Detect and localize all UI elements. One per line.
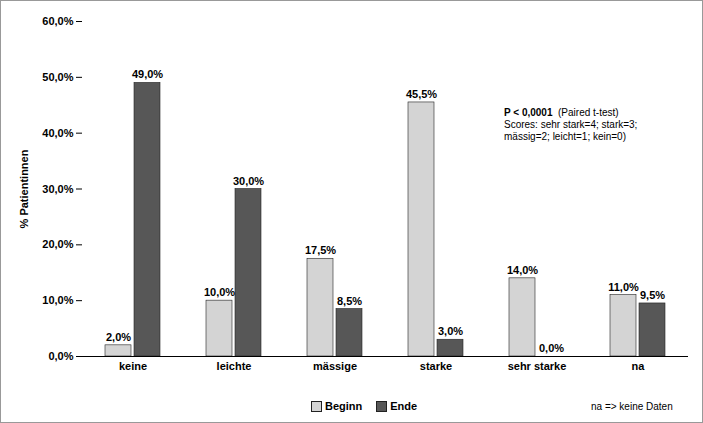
svg-text:mässige: mässige: [313, 360, 357, 372]
svg-text:3,0%: 3,0%: [438, 325, 463, 337]
html-text:na => keine Daten: na => keine Daten: [591, 401, 673, 412]
html-text:P < 0,0001 (Paired t-test): P < 0,0001 (Paired t-test): [504, 107, 619, 118]
svg-text:keine: keine: [119, 360, 147, 372]
svg-text:0,0%: 0,0%: [48, 350, 73, 362]
svg-text:50,0%: 50,0%: [42, 71, 73, 83]
svg-text:14,0%: 14,0%: [507, 264, 538, 276]
svg-text:sehr starke: sehr starke: [508, 360, 567, 372]
svg-text:45,5%: 45,5%: [406, 88, 437, 100]
svg-text:49,0%: 49,0%: [132, 68, 163, 80]
svg-text:17,5%: 17,5%: [305, 244, 336, 256]
svg-text:20,0%: 20,0%: [42, 238, 73, 250]
svg-text:10,0%: 10,0%: [42, 294, 73, 306]
svg-text:na: na: [632, 360, 646, 372]
svg-text:2,0%: 2,0%: [106, 331, 131, 343]
html-text:Beginn: Beginn: [325, 400, 363, 412]
html-text:Ende: Ende: [390, 400, 418, 412]
svg-text:8,5%: 8,5%: [337, 295, 362, 307]
svg-text:9,5%: 9,5%: [640, 289, 665, 301]
svg-text:starke: starke: [420, 360, 452, 372]
svg-text:30,0%: 30,0%: [233, 175, 264, 187]
svg-text:40,0%: 40,0%: [42, 127, 73, 139]
svg-text:10,0%: 10,0%: [204, 286, 235, 298]
html-text:Scores: sehr stark=4; stark=3;: Scores: sehr stark=4; stark=3;: [504, 119, 638, 130]
svg-text:30,0%: 30,0%: [42, 183, 73, 195]
svg-text:60,0%: 60,0%: [42, 15, 73, 27]
svg-text:11,0%: 11,0%: [608, 281, 639, 293]
svg-text:% Patientinnen: % Patientinnen: [18, 149, 30, 228]
svg-text:0,0%: 0,0%: [539, 342, 564, 354]
svg-text:leichte: leichte: [217, 360, 252, 372]
html-text:mässig=2; leicht=1; kein=0): mässig=2; leicht=1; kein=0): [504, 131, 626, 142]
